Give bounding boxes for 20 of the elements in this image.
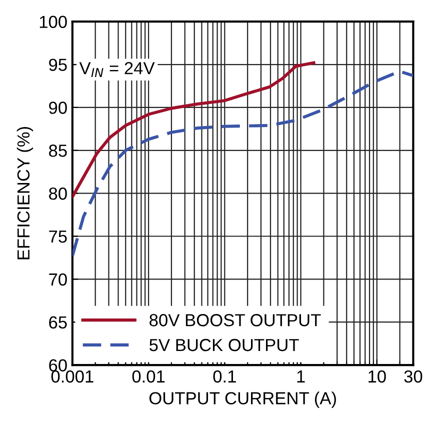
- x-tick-label: 30: [404, 370, 422, 383]
- y-tick-label: 65: [49, 316, 67, 329]
- x-tick-label: 0.001: [51, 370, 94, 383]
- y-tick-label: 80: [49, 187, 67, 200]
- legend-label: 5V BUCK OUTPUT: [150, 338, 299, 352]
- y-tick-label: 70: [49, 273, 67, 286]
- x-tick-label: 10: [368, 370, 386, 383]
- legend-label: 80V BOOST OUTPUT: [150, 314, 321, 326]
- y-tick-label: 60: [49, 359, 67, 372]
- x-axis-title: OUTPUT CURRENT (A): [149, 392, 336, 408]
- annotation: V$_{IN}$ = 24V: [79, 62, 155, 77]
- y-tick-label: 100: [40, 16, 67, 28]
- x-tick-label: 1: [297, 370, 305, 382]
- x-tick-label: 0.1: [213, 370, 236, 383]
- y-tick-label: 95: [49, 58, 67, 71]
- x-tick-label: 0.01: [132, 370, 165, 383]
- y-axis-title: EFFICIENCY (%): [16, 127, 34, 260]
- y-tick-label: 90: [49, 102, 67, 114]
- y-tick-label: 75: [49, 230, 67, 243]
- y-tick-label: 85: [49, 144, 67, 157]
